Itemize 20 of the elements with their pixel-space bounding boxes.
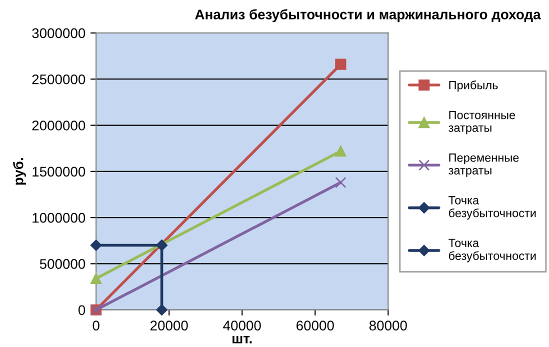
y-tick-label: 500000 [40, 259, 86, 269]
legend-label: Прибыль [449, 80, 498, 92]
y-tick-label: 1500000 [32, 166, 86, 177]
legend-label: Точка безубыточности [448, 238, 536, 262]
x-tick-label: 60000 [296, 320, 334, 330]
legend-label: Переменные затраты [448, 154, 519, 177]
y-tick-label: 0 [78, 305, 86, 316]
y-tick-label: 2500000 [32, 74, 86, 84]
x-tick-label: 0 [92, 320, 100, 330]
x-axis-title: шт. [232, 336, 252, 344]
legend-label: Точка безубыточности [448, 196, 536, 220]
y-tick-label: 1000000 [32, 212, 86, 223]
y-axis-title: руб. [12, 158, 26, 185]
y-tick-label: 3000000 [32, 28, 86, 38]
x-tick-label: 80000 [369, 320, 407, 330]
x-tick-label: 20000 [150, 320, 188, 330]
y-tick-label: 2000000 [32, 120, 86, 130]
x-tick-label: 40000 [223, 320, 261, 330]
chart-title: Анализ безубыточности и маржинального дохода [195, 9, 541, 22]
legend-label: Постоянные затраты [448, 110, 516, 134]
